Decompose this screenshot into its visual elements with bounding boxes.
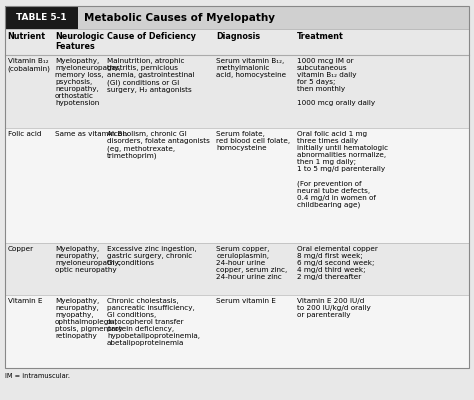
Text: Nutrient: Nutrient <box>8 32 46 41</box>
Text: Copper: Copper <box>8 246 34 252</box>
Bar <box>5 295 469 368</box>
Text: Chronic cholestasis,
pancreatic insufficiency,
GI conditions,
α-tocopherol trans: Chronic cholestasis, pancreatic insuffic… <box>107 298 200 346</box>
Text: Myelopathy,
neuropathy,
myopathy,
ophthalmoplegia,
ptosis, pigmentary
retinopath: Myelopathy, neuropathy, myopathy, ophtha… <box>55 298 123 339</box>
Text: Alcoholism, chronic GI
disorders, folate antagonists
(eg, methotrexate,
trimetho: Alcoholism, chronic GI disorders, folate… <box>107 131 210 159</box>
Text: Malnutrition, atrophic
gastritis, pernicious
anemia, gastrointestinal
(GI) condi: Malnutrition, atrophic gastritis, pernic… <box>107 58 195 93</box>
Text: Oral folic acid 1 mg
three times daily
initially until hematologic
abnormalities: Oral folic acid 1 mg three times daily i… <box>297 131 388 208</box>
Text: IM = intramuscular.: IM = intramuscular. <box>5 373 70 379</box>
Text: Neurologic
Features: Neurologic Features <box>55 32 104 51</box>
Bar <box>5 55 469 128</box>
Text: 1000 mcg IM or
subcutaneous
vitamin B₁₂ daily
for 5 days;
then monthly

1000 mcg: 1000 mcg IM or subcutaneous vitamin B₁₂ … <box>297 58 375 106</box>
Text: Cause of Deficiency: Cause of Deficiency <box>107 32 196 41</box>
Text: Folic acid: Folic acid <box>8 131 41 137</box>
Bar <box>5 29 469 55</box>
Text: Serum vitamin B₁₂,
methylmalonic
acid, homocysteine: Serum vitamin B₁₂, methylmalonic acid, h… <box>216 58 286 78</box>
Text: Diagnosis: Diagnosis <box>216 32 260 41</box>
Text: Serum folate,
red blood cell folate,
homocysteine: Serum folate, red blood cell folate, hom… <box>216 131 290 151</box>
Text: Oral elemental copper
8 mg/d first week;
6 mg/d second week;
4 mg/d third week;
: Oral elemental copper 8 mg/d first week;… <box>297 246 378 280</box>
Bar <box>5 128 469 243</box>
Bar <box>5 6 469 29</box>
Text: Vitamin E 200 IU/d
to 200 IU/kg/d orally
or parenterally: Vitamin E 200 IU/d to 200 IU/kg/d orally… <box>297 298 371 318</box>
Text: Excessive zinc ingestion,
gastric surgery, chronic
GI conditions: Excessive zinc ingestion, gastric surger… <box>107 246 197 266</box>
Text: Myelopathy,
myeloneuropathy,
memory loss,
psychosis,
neuropathy,
orthostatic
hyp: Myelopathy, myeloneuropathy, memory loss… <box>55 58 121 106</box>
Text: Metabolic Causes of Myelopathy: Metabolic Causes of Myelopathy <box>84 13 275 22</box>
Text: Vitamin B₁₂
(cobalamin): Vitamin B₁₂ (cobalamin) <box>8 58 50 72</box>
Text: Serum copper,
ceruloplasmin,
24-hour urine
copper, serum zinc,
24-hour urine zin: Serum copper, ceruloplasmin, 24-hour uri… <box>216 246 287 280</box>
Text: TABLE 5-1: TABLE 5-1 <box>16 13 67 22</box>
Bar <box>5 6 78 29</box>
Text: Vitamin E: Vitamin E <box>8 298 42 304</box>
Text: Same as vitamin B₁₂: Same as vitamin B₁₂ <box>55 131 128 137</box>
Text: Serum vitamin E: Serum vitamin E <box>216 298 276 304</box>
Bar <box>5 243 469 295</box>
Text: Treatment: Treatment <box>297 32 344 41</box>
Text: Myelopathy,
neuropathy,
myeloneuropathy,
optic neuropathy: Myelopathy, neuropathy, myeloneuropathy,… <box>55 246 121 273</box>
